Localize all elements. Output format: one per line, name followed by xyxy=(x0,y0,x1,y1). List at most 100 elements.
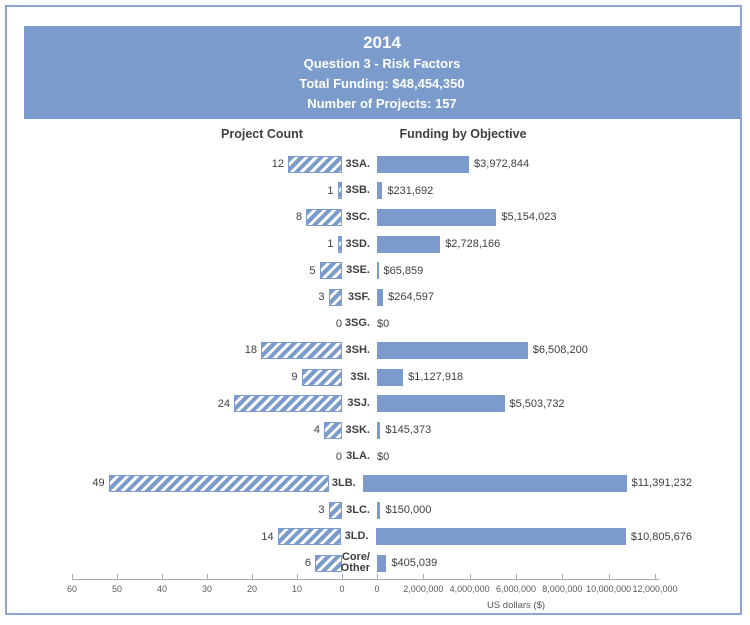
funding-value-label: $1,127,918 xyxy=(408,371,464,384)
category-label: 3LC. xyxy=(346,503,370,516)
funding-cell: $2,728,166 xyxy=(377,235,692,253)
funding-cell: $0 xyxy=(377,318,692,330)
category-label: 3SH. xyxy=(345,343,370,356)
right-axis-tick-label: 2,000,000 xyxy=(403,584,444,594)
right-axis-tick-label: 0 xyxy=(374,584,380,594)
category-label: 3LA. xyxy=(346,450,370,463)
left-axis-tick-label: 30 xyxy=(201,584,213,594)
count-label: 0 xyxy=(335,317,342,330)
left-axis-tick-label: 0 xyxy=(339,584,345,594)
category-label: 3SA. xyxy=(345,157,370,170)
count-label: 8 xyxy=(295,211,302,224)
right-axis-tick-mark xyxy=(423,574,425,580)
count-label: 9 xyxy=(291,371,298,384)
funding-value-label: $3,972,844 xyxy=(474,158,530,171)
banner-year: 2014 xyxy=(363,33,401,52)
category-label: 3SJ. xyxy=(347,397,370,410)
count-label: 3 xyxy=(318,291,325,304)
category-cell: Core/ Other xyxy=(340,551,377,575)
funding-bar xyxy=(377,262,379,280)
project-count-cell: 3 xyxy=(72,288,342,306)
banner-total-funding: Total Funding: $48,454,350 xyxy=(299,76,465,91)
banner-project-count: Number of Projects: 157 xyxy=(307,96,457,111)
category-cell: 3LA. xyxy=(342,451,377,462)
banner-question: Question 3 - Risk Factors xyxy=(303,56,461,71)
count-label: 1 xyxy=(327,238,334,251)
funding-cell: $264,597 xyxy=(377,288,692,306)
count-label: 1 xyxy=(327,184,334,197)
count-label: 3 xyxy=(318,504,325,517)
count-label: 18 xyxy=(244,344,257,357)
funding-cell: $10,805,676 xyxy=(375,528,692,546)
category-label: 3SK. xyxy=(345,423,370,436)
project-count-cell: 12 xyxy=(72,155,342,173)
project-count-cell: 18 xyxy=(72,341,342,359)
project-count-cell: 0 xyxy=(72,318,342,330)
funding-bar xyxy=(375,528,626,546)
funding-cell: $65,859 xyxy=(377,262,692,280)
funding-bar xyxy=(377,235,441,253)
funding-cell: $1,127,918 xyxy=(377,368,692,386)
project-count-bar xyxy=(306,208,342,226)
project-count-bar xyxy=(328,501,342,519)
funding-cell: $231,692 xyxy=(377,182,692,200)
category-label: 3SF. xyxy=(347,290,370,303)
funding-value-label: $145,373 xyxy=(385,424,432,437)
left-axis-tick-label: 60 xyxy=(66,584,78,594)
funding-cell: $3,972,844 xyxy=(377,155,692,173)
funding-cell: $145,373 xyxy=(377,421,692,439)
chart-row: 1 3SB. $231,692 xyxy=(72,178,692,205)
chart-row: 24 3SJ. $5,503,732 xyxy=(72,390,692,417)
count-label: 49 xyxy=(92,477,105,490)
count-label: 14 xyxy=(261,530,274,543)
category-cell: 3SC. xyxy=(342,211,377,223)
chart-row: 0 3LA. $0 xyxy=(72,444,692,471)
left-axis-tick-mark xyxy=(72,574,73,580)
category-cell: 3SB. xyxy=(342,185,377,196)
funding-value-label: $264,597 xyxy=(388,291,435,304)
funding-value-label: $150,000 xyxy=(385,504,432,517)
right-axis-tick-label: 6,000,000 xyxy=(495,584,537,594)
count-label: 5 xyxy=(309,264,316,277)
chart-row: 9 3SI. $1,127,918 xyxy=(72,364,692,391)
project-count-cell: 6 xyxy=(72,554,342,572)
chart-row: 49 3LB. $11,391,232 xyxy=(72,470,692,497)
funding-value-label: $405,039 xyxy=(391,557,438,570)
left-axis-tick-mark xyxy=(207,574,208,580)
right-axis-tick-mark xyxy=(655,574,656,580)
project-count-bar xyxy=(337,235,342,253)
category-cell: 3SJ. xyxy=(342,398,377,409)
category-cell: 3SI. xyxy=(342,371,377,383)
category-label: 3SB. xyxy=(345,184,370,197)
left-chart-title: Project Count xyxy=(221,127,303,141)
funding-value-label: $0 xyxy=(377,317,390,330)
category-cell: 3SF. xyxy=(342,290,377,303)
project-count-cell: 49 xyxy=(72,474,330,492)
project-count-bar xyxy=(301,368,342,386)
left-axis-tick-mark xyxy=(117,574,118,580)
funding-value-label: $231,692 xyxy=(387,184,434,197)
left-axis-tick-label: 40 xyxy=(156,584,168,594)
category-label: 3LD. xyxy=(344,530,369,543)
funding-bar xyxy=(377,288,384,306)
right-axis-tick-label: 10,000,000 xyxy=(586,584,632,594)
funding-bar xyxy=(377,155,470,173)
project-count-bar xyxy=(319,262,342,280)
funding-bar xyxy=(377,368,404,386)
project-count-cell: 4 xyxy=(72,421,342,439)
funding-value-label: $0 xyxy=(377,450,390,463)
title-banner: 2014 Question 3 - Risk Factors Total Fun… xyxy=(24,26,740,119)
category-cell: 3SG. xyxy=(342,318,377,329)
category-cell: 3SA. xyxy=(342,157,377,170)
left-axis-tick-label: 10 xyxy=(291,584,303,594)
funding-bar xyxy=(377,395,505,413)
x-axis-line xyxy=(72,579,659,580)
chart-row: 14 3LD. $10,805,676 xyxy=(72,523,692,550)
chart-row: 12 3SA. $3,972,844 xyxy=(72,151,692,178)
chart-row: 18 3SH. $6,508,200 xyxy=(72,337,692,364)
category-cell: 3SH. xyxy=(342,343,377,356)
left-axis-tick-label: 20 xyxy=(246,584,258,594)
category-label: Core/ Other xyxy=(340,551,370,575)
funding-cell: $5,154,023 xyxy=(377,208,692,226)
funding-bar xyxy=(377,421,381,439)
